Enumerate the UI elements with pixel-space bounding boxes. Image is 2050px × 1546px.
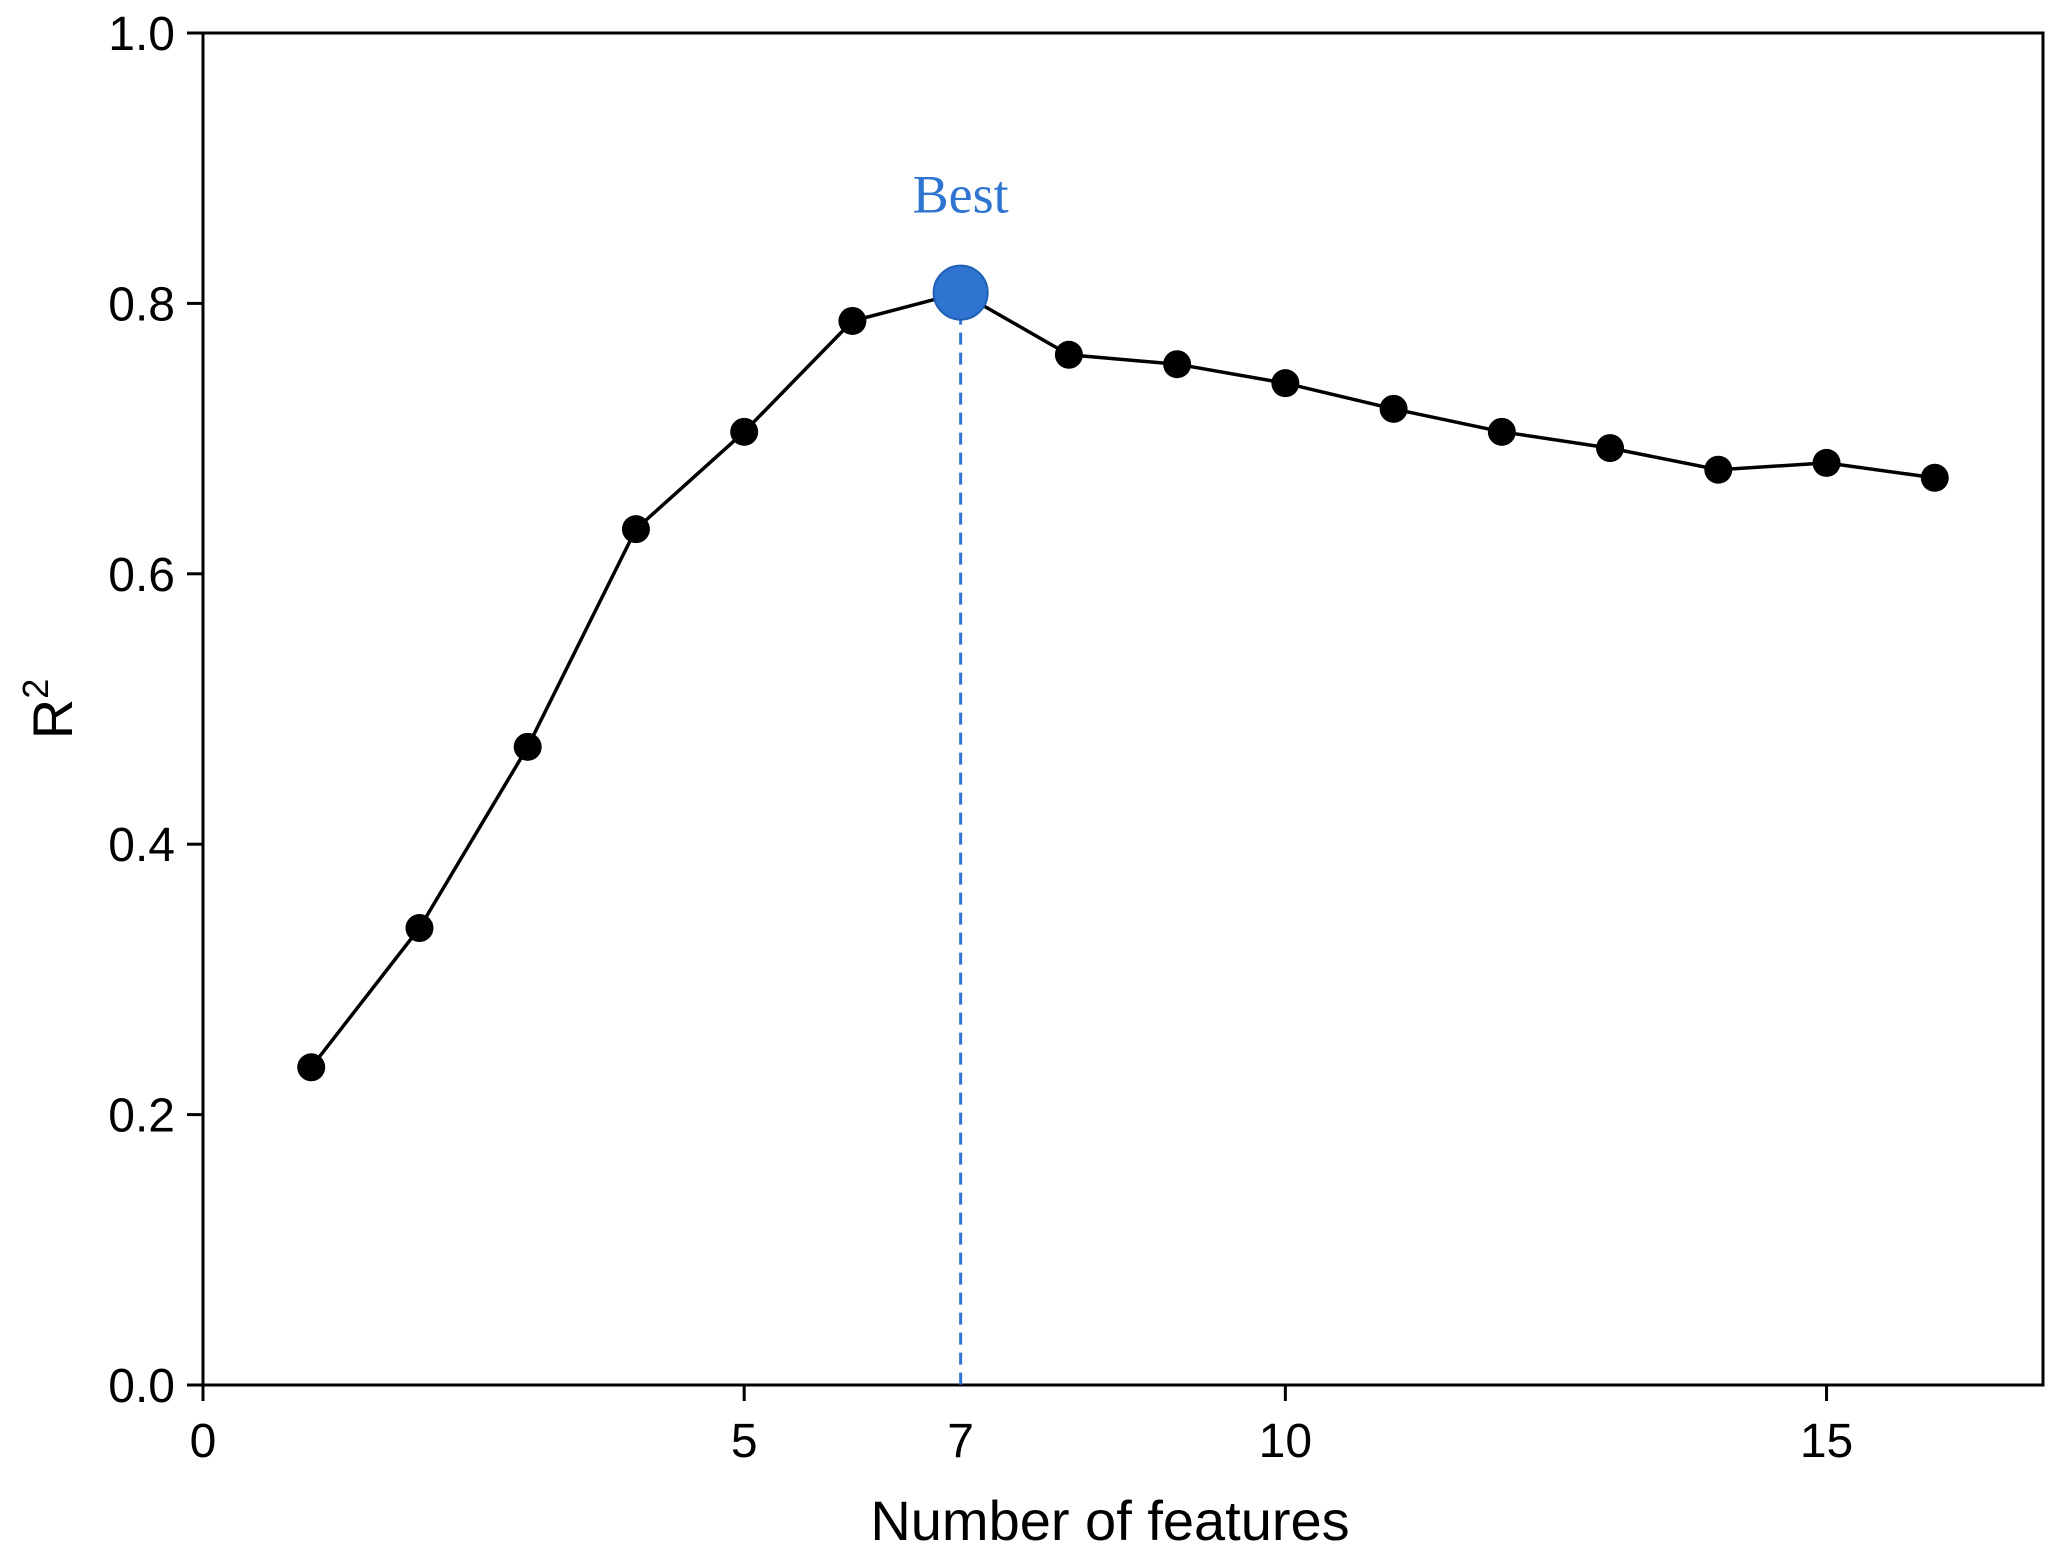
y-axis: 0.0 0.2 0.4 0.6 0.8 1.0	[108, 8, 203, 1413]
x-tick-label: 5	[731, 1415, 758, 1468]
y-tick-label: 0.6	[108, 549, 175, 602]
data-points	[297, 306, 1949, 1082]
best-x-tick-label: 7	[947, 1415, 974, 1468]
best-point-layer	[932, 264, 989, 321]
y-tick-label: 0.0	[108, 1360, 175, 1413]
y-axis-title-base: R	[21, 699, 84, 739]
data-point	[1163, 350, 1192, 379]
data-point	[1920, 463, 1949, 492]
y-tick-label: 0.4	[108, 819, 175, 872]
plot-frame	[201, 31, 2045, 1387]
data-point	[1487, 417, 1516, 446]
data-point	[405, 914, 434, 943]
x-axis-title: Number of features	[870, 1489, 1349, 1546]
best-label: Best	[913, 165, 1009, 225]
data-point	[1596, 434, 1625, 463]
x-tick-label: 15	[1800, 1415, 1853, 1468]
y-tick-label: 0.2	[108, 1090, 175, 1143]
data-point	[513, 732, 542, 761]
data-point	[297, 1053, 326, 1082]
y-tick-label: 0.8	[108, 278, 175, 331]
x-tick-label: 0	[190, 1415, 217, 1468]
data-point	[621, 515, 650, 544]
series-line	[309, 290, 1936, 1069]
x-tick-label: 10	[1259, 1415, 1312, 1468]
y-axis-title-superscript: 2	[15, 679, 56, 699]
data-point	[1054, 340, 1083, 369]
data-point	[1379, 394, 1408, 423]
y-axis-title: R2	[15, 679, 84, 739]
best-data-point	[932, 264, 989, 321]
best-highlight: Best 7	[913, 165, 1009, 1468]
data-point	[838, 306, 867, 335]
data-point	[1704, 455, 1733, 484]
y-tick-label: 1.0	[108, 8, 175, 61]
data-point	[1812, 448, 1841, 477]
data-point	[1271, 369, 1300, 398]
data-point	[730, 417, 759, 446]
x-axis: 0 5 10 15	[190, 1385, 1853, 1468]
